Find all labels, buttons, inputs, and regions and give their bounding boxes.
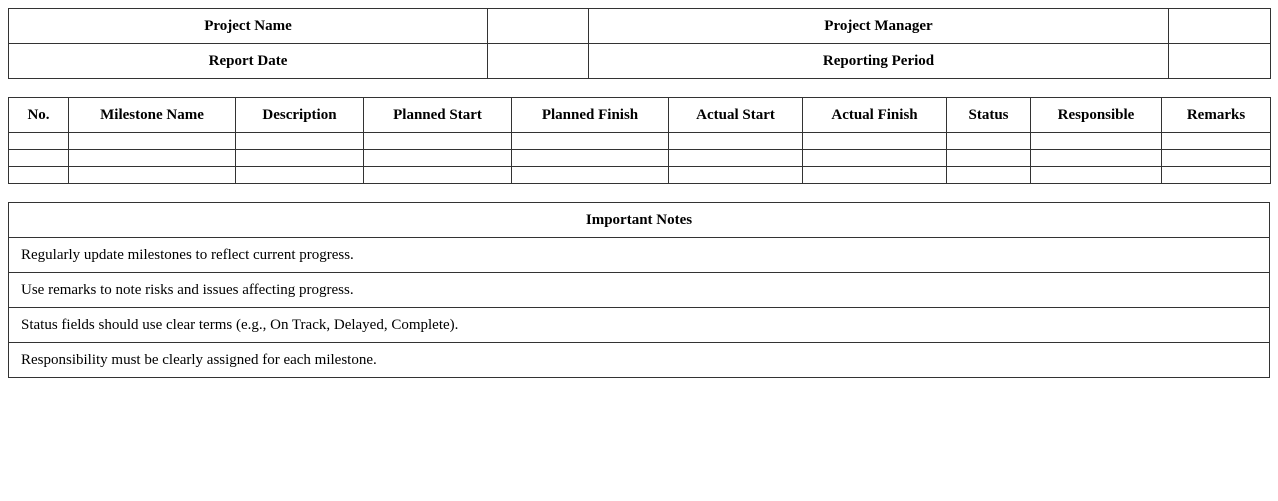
cell[interactable] xyxy=(1030,132,1162,150)
cell[interactable] xyxy=(8,166,69,184)
note-item: Responsibility must be clearly assigned … xyxy=(8,342,1270,378)
cell[interactable] xyxy=(802,132,947,150)
col-status: Status xyxy=(946,97,1031,133)
important-notes-table: Important Notes Regularly update milesto… xyxy=(8,202,1270,378)
report-date-label: Report Date xyxy=(8,43,488,79)
report-date-value[interactable] xyxy=(487,43,589,79)
notes-title: Important Notes xyxy=(8,202,1270,238)
cell[interactable] xyxy=(235,166,364,184)
cell[interactable] xyxy=(1030,166,1162,184)
cell[interactable] xyxy=(68,132,236,150)
cell[interactable] xyxy=(1161,149,1271,167)
cell[interactable] xyxy=(511,132,669,150)
cell[interactable] xyxy=(946,132,1031,150)
cell[interactable] xyxy=(511,149,669,167)
col-planned-finish: Planned Finish xyxy=(511,97,669,133)
project-name-label: Project Name xyxy=(8,8,488,44)
milestones-header-row: No. Milestone Name Description Planned S… xyxy=(8,97,1271,133)
col-actual-finish: Actual Finish xyxy=(802,97,947,133)
reporting-period-label: Reporting Period xyxy=(588,43,1169,79)
cell[interactable] xyxy=(1030,149,1162,167)
table-row xyxy=(8,166,1271,184)
table-row xyxy=(8,132,1271,150)
cell[interactable] xyxy=(668,132,803,150)
milestones-table: No. Milestone Name Description Planned S… xyxy=(8,97,1271,184)
note-item: Use remarks to note risks and issues aff… xyxy=(8,272,1270,308)
cell[interactable] xyxy=(235,149,364,167)
project-info-table: Project Name Project Manager Report Date… xyxy=(8,8,1271,79)
cell[interactable] xyxy=(1161,166,1271,184)
cell[interactable] xyxy=(946,149,1031,167)
cell[interactable] xyxy=(8,132,69,150)
cell[interactable] xyxy=(802,149,947,167)
cell[interactable] xyxy=(363,132,512,150)
project-manager-label: Project Manager xyxy=(588,8,1169,44)
cell[interactable] xyxy=(363,166,512,184)
col-actual-start: Actual Start xyxy=(668,97,803,133)
cell[interactable] xyxy=(68,166,236,184)
project-manager-value[interactable] xyxy=(1168,8,1271,44)
cell[interactable] xyxy=(946,166,1031,184)
col-remarks: Remarks xyxy=(1161,97,1271,133)
cell[interactable] xyxy=(235,132,364,150)
col-responsible: Responsible xyxy=(1030,97,1162,133)
cell[interactable] xyxy=(668,166,803,184)
note-item: Regularly update milestones to reflect c… xyxy=(8,237,1270,273)
cell[interactable] xyxy=(668,149,803,167)
project-name-value[interactable] xyxy=(487,8,589,44)
note-item: Status fields should use clear terms (e.… xyxy=(8,307,1270,343)
cell[interactable] xyxy=(68,149,236,167)
reporting-period-value[interactable] xyxy=(1168,43,1271,79)
cell[interactable] xyxy=(363,149,512,167)
cell[interactable] xyxy=(511,166,669,184)
col-milestone-name: Milestone Name xyxy=(68,97,236,133)
col-description: Description xyxy=(235,97,364,133)
table-row xyxy=(8,149,1271,167)
cell[interactable] xyxy=(8,149,69,167)
col-no: No. xyxy=(8,97,69,133)
cell[interactable] xyxy=(802,166,947,184)
cell[interactable] xyxy=(1161,132,1271,150)
col-planned-start: Planned Start xyxy=(363,97,512,133)
